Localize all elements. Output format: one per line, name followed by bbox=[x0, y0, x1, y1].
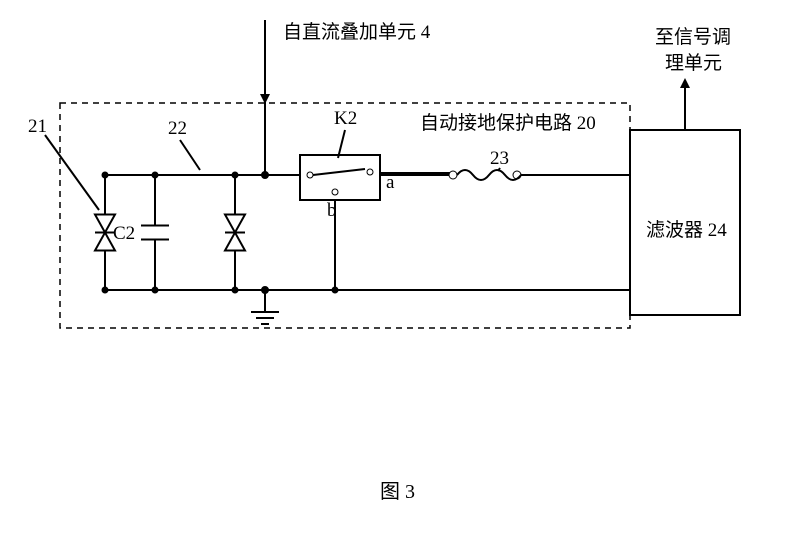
label-switch-b: b bbox=[327, 200, 337, 222]
label-to-signal-line2: 理单元 bbox=[665, 48, 722, 75]
label-switch-k2: K2 bbox=[334, 108, 357, 130]
label-cap-c2: C2 bbox=[113, 223, 135, 245]
label-filter: 滤波器 24 bbox=[646, 215, 727, 242]
label-to-signal-line1: 至信号调 bbox=[655, 22, 731, 49]
label-top-arrow: 自直流叠加单元 4 bbox=[283, 17, 430, 44]
label-ref-21: 21 bbox=[28, 116, 47, 138]
label-circuit-title: 自动接地保护电路 20 bbox=[420, 108, 596, 135]
figure-caption: 图 3 bbox=[380, 475, 415, 504]
label-switch-a: a bbox=[386, 172, 394, 194]
circuit-diagram bbox=[0, 0, 800, 543]
label-ref-23: 23 bbox=[490, 148, 509, 170]
label-ref-22: 22 bbox=[168, 118, 187, 140]
